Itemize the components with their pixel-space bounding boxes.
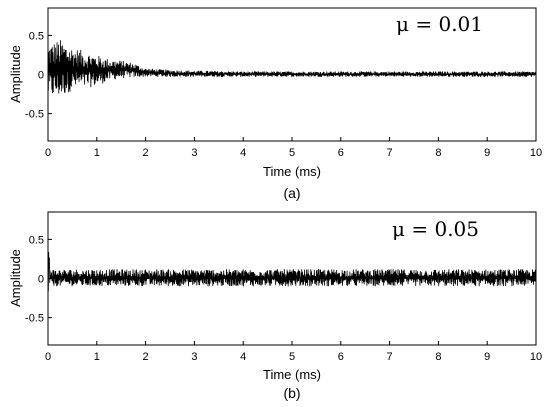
y-tick-label: -0.5	[25, 109, 44, 121]
y-tick-label: -0.5	[25, 313, 44, 325]
y-ticks-a: -0.5 0 0.5	[25, 30, 52, 121]
series-b-line	[47, 251, 537, 292]
panel-caption-b: (b)	[283, 385, 300, 401]
x-tick-label: 0	[45, 147, 51, 159]
series-line	[47, 40, 537, 94]
x-tick-label: 6	[338, 147, 344, 159]
x-tick-label: 2	[143, 351, 149, 363]
y-tick-label: 0.5	[29, 30, 44, 42]
mu-annotation-b: μ = 0.05	[392, 217, 479, 241]
y-axis-label-b: Amplitude	[8, 249, 23, 307]
x-ticks-a: 0 1 2 3 4 5 6 7 8 9 10	[45, 137, 542, 159]
x-tick-label: 10	[530, 351, 542, 363]
x-tick-label: 5	[289, 351, 295, 363]
y-axis-label-a: Amplitude	[8, 45, 23, 103]
series-line	[47, 251, 537, 292]
x-tick-label: 10	[530, 147, 542, 159]
y-tick-label: 0	[38, 70, 44, 82]
x-tick-label: 8	[435, 147, 441, 159]
x-tick-label: 1	[94, 351, 100, 363]
y-tick-label: 0.5	[29, 234, 44, 246]
x-axis-label-b: Time (ms)	[263, 367, 321, 382]
panel-a: 0 1 2 3 4 5 6 7 8 9 10 -0.5 0 0.5 Time (ms) Amplitud…	[8, 7, 542, 201]
x-axis-label-a: Time (ms)	[263, 164, 321, 179]
panel-b: 0 1 2 3 4 5 6 7 8 9 10 -0.5 0 0.5 Time (ms) Amplitud…	[8, 211, 542, 401]
x-ticks-b: 0 1 2 3 4 5 6 7 8 9 10	[45, 341, 542, 363]
x-tick-label: 6	[338, 351, 344, 363]
x-tick-label: 8	[435, 351, 441, 363]
x-tick-label: 5	[289, 147, 295, 159]
panel-caption-a: (a)	[283, 185, 300, 201]
series-a-line	[47, 40, 537, 94]
mu-annotation-a: μ = 0.01	[396, 12, 483, 36]
x-tick-label: 7	[387, 147, 393, 159]
x-tick-label: 2	[143, 147, 149, 159]
x-tick-label: 0	[45, 351, 51, 363]
x-tick-label: 4	[240, 351, 246, 363]
y-tick-label: 0	[38, 274, 44, 286]
x-tick-label: 3	[191, 351, 197, 363]
x-tick-label: 7	[387, 351, 393, 363]
y-ticks-b: -0.5 0 0.5	[25, 234, 52, 325]
x-tick-label: 4	[240, 147, 246, 159]
x-tick-label: 9	[484, 351, 490, 363]
x-tick-label: 9	[484, 147, 490, 159]
x-tick-label: 3	[191, 147, 197, 159]
x-tick-label: 1	[94, 147, 100, 159]
